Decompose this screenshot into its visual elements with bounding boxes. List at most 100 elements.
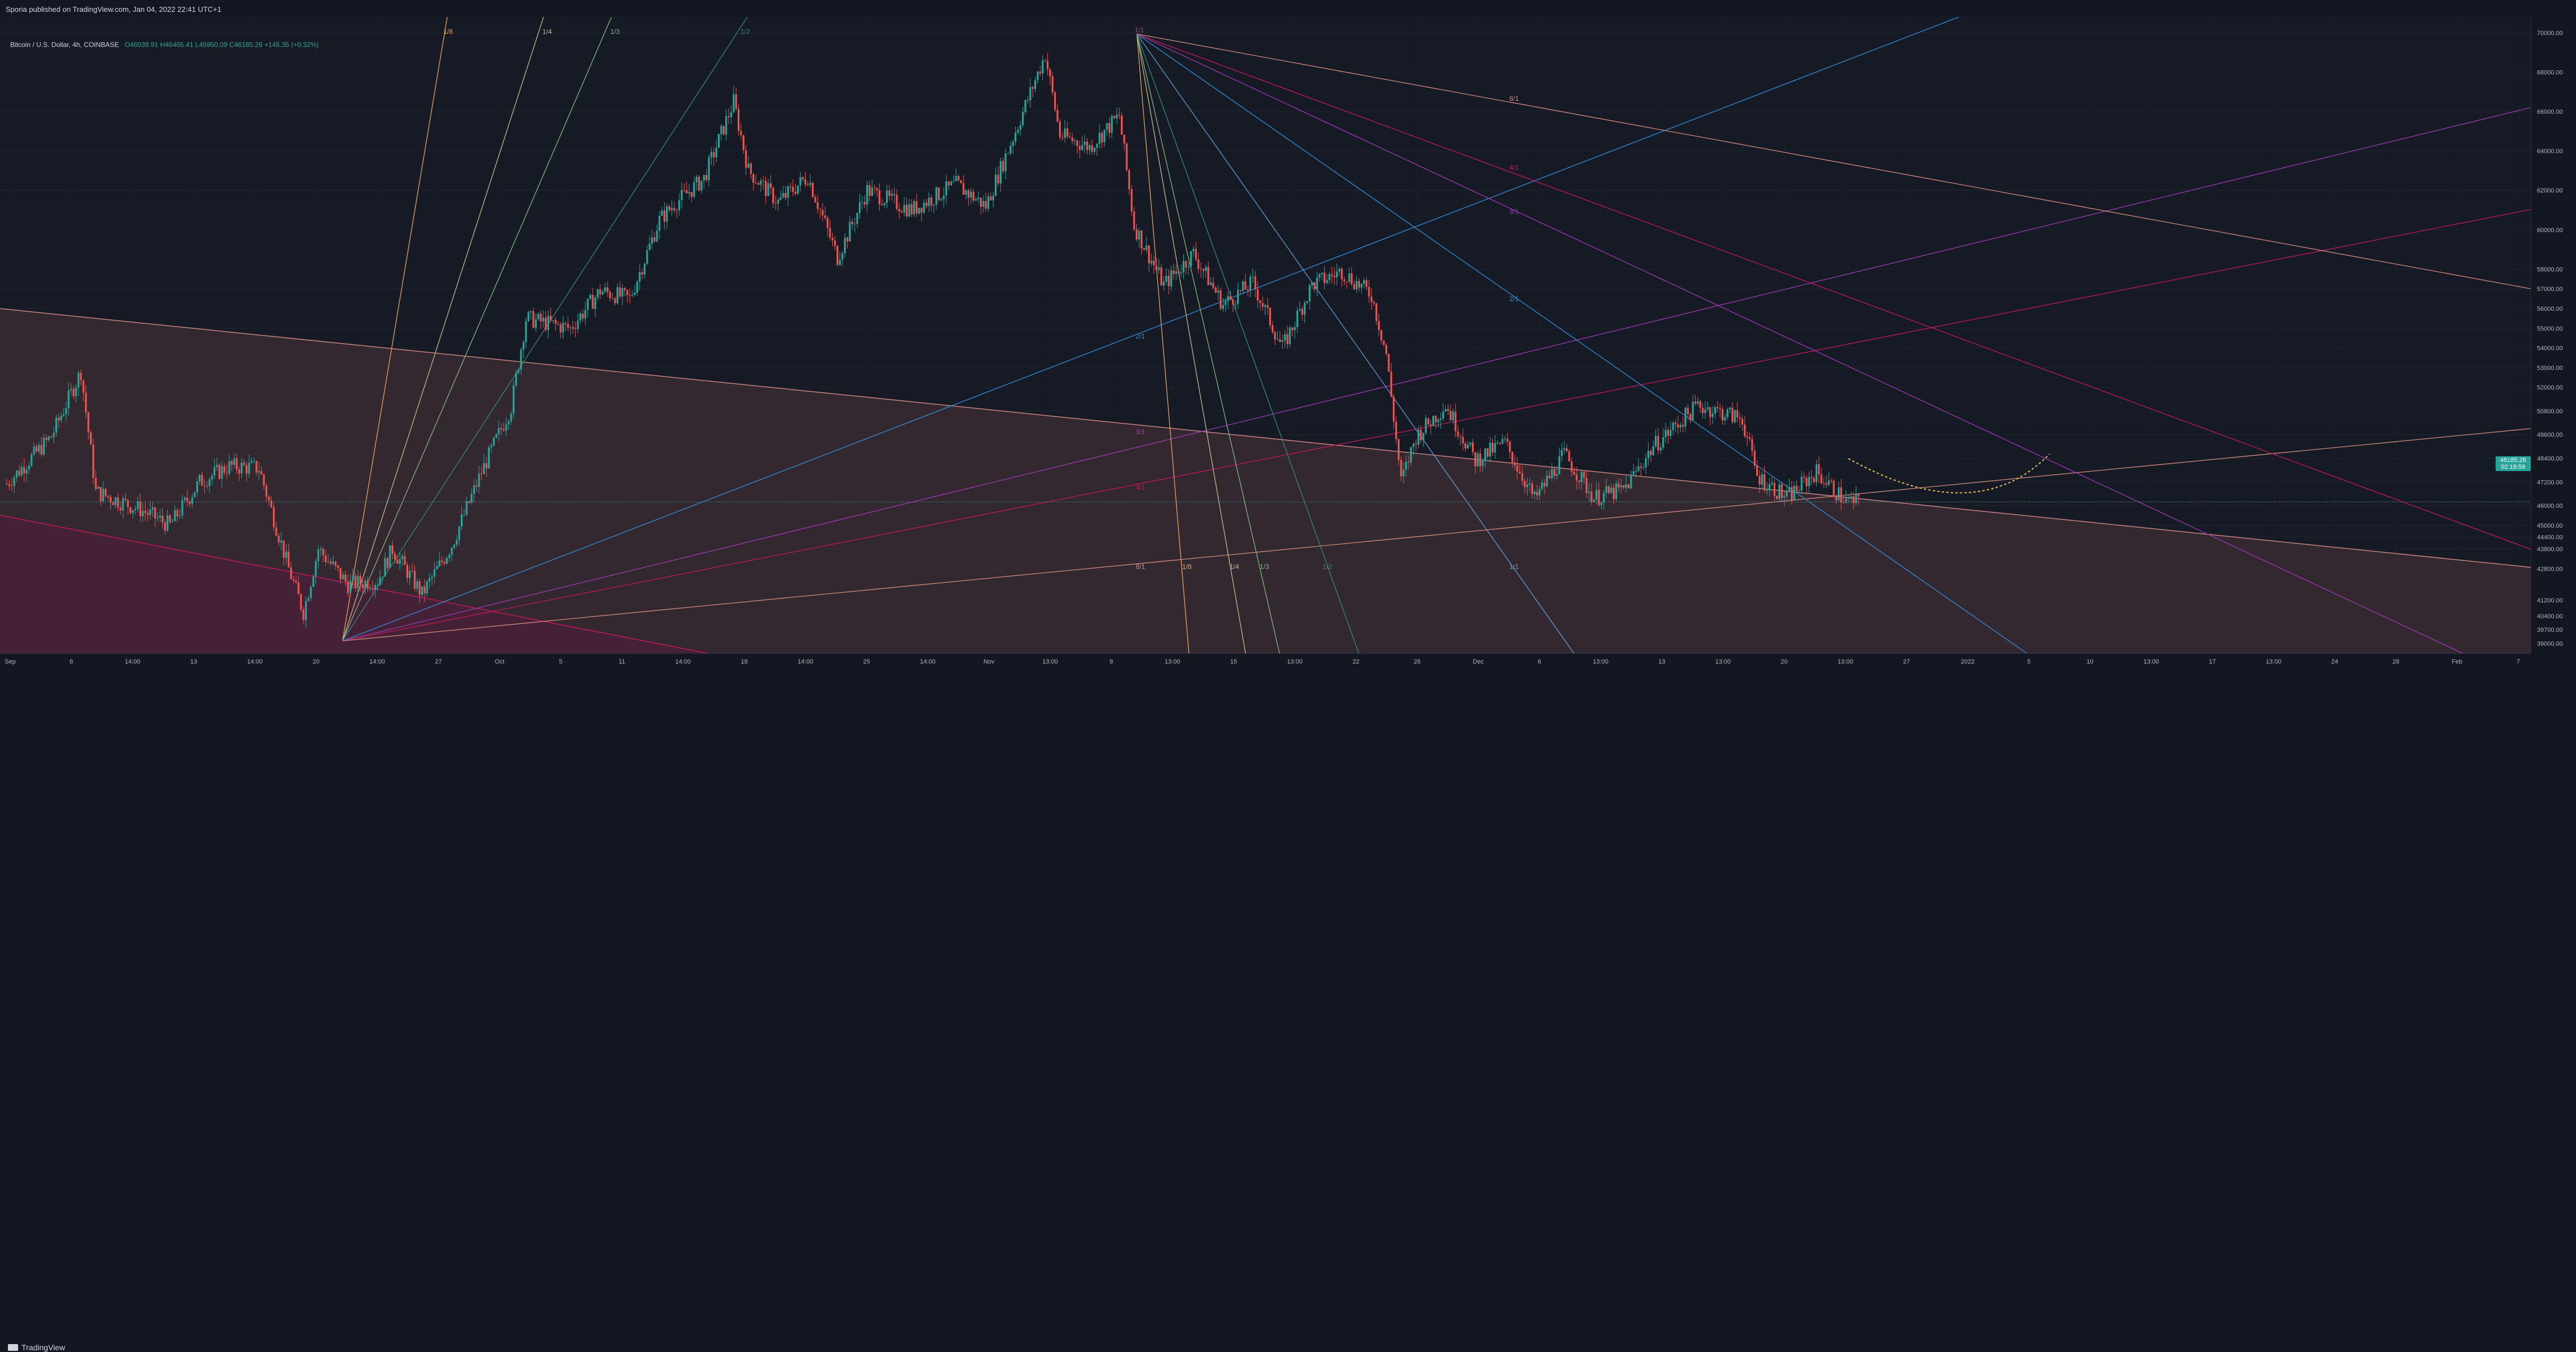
candle-body bbox=[82, 380, 84, 393]
candle-body bbox=[1558, 456, 1560, 474]
candlestick-chart[interactable]: 1/8 1/4 1/3 1/2 1/1 1/8 1/4 1/3 1/2 2/1 3/1 4/1 8/1 8… bbox=[0, 16, 2531, 654]
candle-body bbox=[260, 470, 263, 475]
candle-body bbox=[1333, 275, 1336, 277]
candle-body bbox=[1768, 484, 1771, 490]
candle-body bbox=[945, 181, 947, 196]
candle-body bbox=[1319, 274, 1321, 278]
candle-body bbox=[478, 473, 480, 487]
fan-label: 4/1 bbox=[1509, 164, 1519, 172]
fan-label: 1/3 bbox=[1260, 563, 1269, 571]
time-tick-label: 26 bbox=[1414, 658, 1420, 665]
candle-body bbox=[745, 150, 747, 168]
candle-body bbox=[1670, 430, 1672, 436]
candle-body bbox=[216, 465, 218, 468]
candle-body bbox=[1375, 303, 1377, 322]
candle-body bbox=[228, 461, 230, 474]
candle-body bbox=[230, 461, 233, 465]
price-axis[interactable]: 70000.00 68000.00 66000.00 64000.00 62000.00… bbox=[2531, 17, 2576, 653]
candle-body bbox=[1778, 484, 1781, 499]
candle-body bbox=[1679, 425, 1681, 428]
candle-body bbox=[127, 499, 129, 507]
symbol-legend[interactable]: Bitcoin / U.S. Dollar, 4h, COINBASE O460… bbox=[10, 41, 319, 49]
candle-body bbox=[1467, 444, 1469, 449]
candle-body bbox=[928, 198, 930, 206]
candle-body bbox=[1076, 140, 1079, 146]
candle-body bbox=[277, 535, 280, 543]
candle-body bbox=[152, 507, 154, 510]
candle-body bbox=[512, 385, 515, 414]
candle-body bbox=[255, 461, 258, 473]
candle-body bbox=[1207, 267, 1209, 285]
candle-body bbox=[641, 272, 643, 275]
candle-body bbox=[1771, 482, 1773, 485]
chart-area[interactable]: 1/8 1/4 1/3 1/2 1/1 1/8 1/4 1/3 1/2 2/1 3/1 4/1 8/1 8… bbox=[0, 16, 2531, 654]
price-tick-label: 39000.00 bbox=[2537, 641, 2563, 648]
candle-body bbox=[453, 544, 455, 548]
candle-body bbox=[597, 289, 599, 298]
candle-body bbox=[384, 558, 386, 577]
candle-body bbox=[109, 497, 112, 503]
candle-body bbox=[107, 495, 109, 497]
candle-body bbox=[1071, 137, 1073, 142]
tradingview-logo[interactable]: TradingView bbox=[8, 1343, 65, 1352]
candle-body bbox=[1299, 309, 1301, 311]
candle-body bbox=[1435, 416, 1437, 422]
candle-body bbox=[534, 319, 537, 328]
candle-body bbox=[159, 515, 161, 518]
candle-body bbox=[1499, 442, 1501, 444]
candle-body bbox=[169, 515, 171, 523]
candle-body bbox=[1007, 153, 1009, 154]
candle-body bbox=[1726, 409, 1728, 417]
fan-label: 3/1 bbox=[1509, 208, 1519, 216]
candle-body bbox=[760, 181, 762, 185]
candle-body bbox=[1775, 496, 1778, 499]
fan-line bbox=[342, 16, 1959, 641]
footer: TradingView bbox=[0, 668, 2576, 1352]
candle-body bbox=[592, 294, 594, 309]
fan-line bbox=[1136, 33, 1280, 654]
candle-body bbox=[695, 177, 698, 182]
candle-body bbox=[189, 501, 191, 504]
channel-lower-line bbox=[0, 515, 708, 654]
candle-body bbox=[1437, 420, 1439, 422]
candle-body bbox=[540, 314, 542, 322]
candle-body bbox=[1620, 485, 1623, 487]
candle-body bbox=[666, 206, 668, 222]
time-axis[interactable]: Sep 6 14:00 13 14:00 20 14:00 27 Oct 5 11 14:00 18 14… bbox=[0, 653, 2531, 669]
candle-body bbox=[307, 598, 310, 601]
candle-body bbox=[446, 558, 448, 564]
candle-body bbox=[1618, 483, 1620, 487]
candle-body bbox=[517, 369, 520, 373]
candle-body bbox=[1556, 474, 1558, 476]
candle-body bbox=[1489, 443, 1491, 457]
candle-body bbox=[273, 507, 275, 528]
candle-body bbox=[451, 547, 453, 555]
candle-body bbox=[1029, 87, 1032, 101]
candle-body bbox=[280, 540, 283, 543]
price-tick-label: 53000.00 bbox=[2537, 365, 2563, 371]
current-price-tag: 46185.26 02:18:59 bbox=[2496, 456, 2531, 471]
candle-body bbox=[1266, 305, 1269, 308]
candle-body bbox=[819, 209, 821, 210]
candle-body bbox=[1595, 489, 1598, 500]
candle-body bbox=[601, 292, 604, 295]
candle-body bbox=[1731, 408, 1734, 422]
candle-body bbox=[537, 314, 540, 319]
time-tick-label: 6 bbox=[70, 658, 73, 665]
candle-body bbox=[1509, 441, 1511, 452]
candle-body bbox=[616, 287, 619, 303]
candle-body bbox=[1303, 303, 1306, 315]
candle-body bbox=[1326, 280, 1328, 283]
price-tick-label: 47200.00 bbox=[2537, 479, 2563, 486]
candle-body bbox=[1719, 408, 1721, 409]
candle-body bbox=[599, 289, 601, 295]
candle-body bbox=[1704, 409, 1706, 413]
candle-body bbox=[1294, 327, 1296, 331]
candle-body bbox=[1526, 484, 1529, 487]
candle-body bbox=[686, 190, 688, 194]
candle-body bbox=[1553, 469, 1556, 476]
time-tick-label: 15 bbox=[1230, 658, 1237, 665]
candle-body bbox=[938, 187, 940, 200]
candle-body bbox=[1227, 296, 1229, 301]
candle-body bbox=[564, 323, 567, 324]
